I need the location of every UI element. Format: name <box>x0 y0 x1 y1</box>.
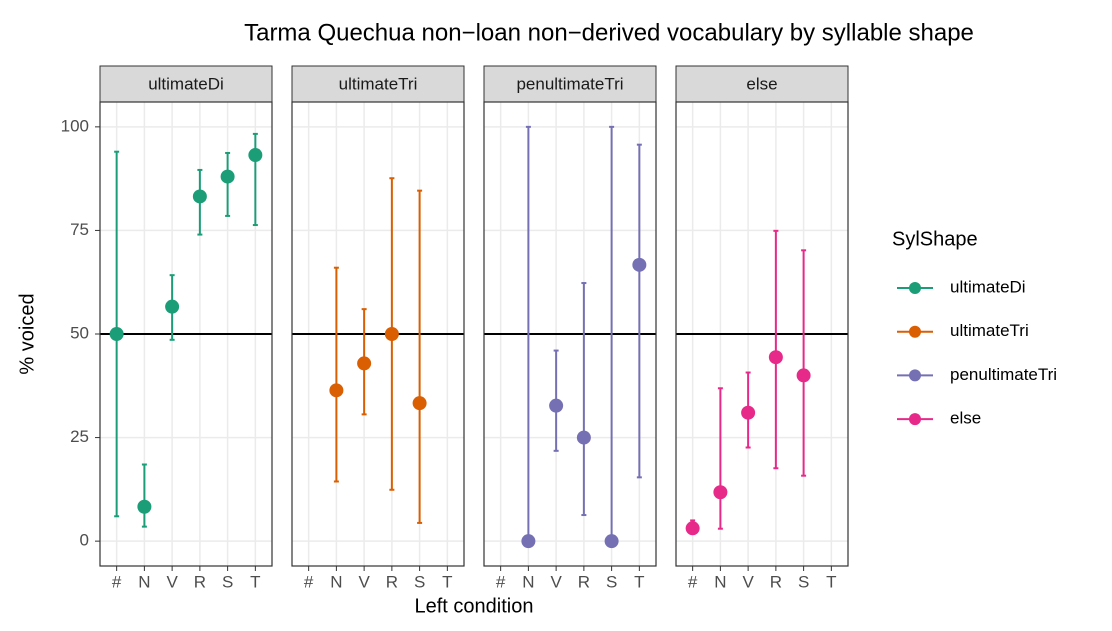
x-tick-label: R <box>386 572 398 591</box>
legend-point <box>909 369 921 382</box>
y-tick-label: 100 <box>61 116 89 135</box>
x-tick-label: V <box>166 572 178 591</box>
point <box>248 148 263 163</box>
x-tick-label: T <box>634 572 644 591</box>
x-tick-label: N <box>330 572 342 591</box>
facet-strip <box>99 65 273 103</box>
legend-point <box>909 413 921 426</box>
point <box>741 405 756 420</box>
point <box>796 368 811 383</box>
point <box>604 534 619 549</box>
facet-label: ultimateDi <box>148 74 224 93</box>
facet-strip <box>675 65 849 103</box>
point <box>549 398 564 413</box>
panel-border <box>675 101 849 567</box>
x-tick-label: R <box>770 572 782 591</box>
x-tick-label: # <box>112 572 122 591</box>
point <box>768 350 783 365</box>
y-tick-label: 25 <box>70 427 89 446</box>
panel-border <box>483 101 657 567</box>
point <box>329 383 344 398</box>
facet-strip <box>291 65 465 103</box>
x-tick-label: R <box>194 572 206 591</box>
x-tick-label: S <box>222 572 233 591</box>
legend-label: ultimateTri <box>950 321 1029 340</box>
legend-title: SylShape <box>892 228 978 250</box>
x-tick-label: # <box>496 572 506 591</box>
x-tick-label: N <box>714 572 726 591</box>
x-tick-label: # <box>688 572 698 591</box>
x-axis-label: Left condition <box>415 595 534 617</box>
legend-point <box>909 325 921 338</box>
facet-label: else <box>746 74 777 93</box>
legend-point <box>909 282 921 294</box>
point <box>713 485 728 500</box>
chart-title: Tarma Quechua non−loan non−derived vocab… <box>244 19 974 46</box>
legend-label: penultimateTri <box>950 365 1057 384</box>
x-tick-label: S <box>798 572 809 591</box>
x-tick-label: T <box>250 572 260 591</box>
point <box>109 327 124 341</box>
x-tick-label: V <box>358 572 370 591</box>
legend-label: else <box>950 409 981 428</box>
x-tick-label: N <box>138 572 150 591</box>
facet-label: ultimateTri <box>339 74 418 93</box>
y-tick-label: 75 <box>70 220 89 239</box>
point <box>137 499 152 514</box>
panel-border <box>291 101 465 567</box>
point <box>220 169 235 184</box>
facet-label: penultimateTri <box>516 74 623 93</box>
facet-strip <box>483 65 657 103</box>
point <box>576 430 591 445</box>
x-tick-label: R <box>578 572 590 591</box>
point <box>384 327 399 341</box>
legend-label: ultimateDi <box>950 277 1026 296</box>
point <box>192 189 207 204</box>
x-tick-label: T <box>826 572 836 591</box>
y-axis-label: % voiced <box>16 293 38 374</box>
y-tick-label: 0 <box>80 531 89 550</box>
point <box>521 534 536 549</box>
point <box>685 521 700 536</box>
x-tick-label: V <box>742 572 754 591</box>
x-tick-label: # <box>304 572 314 591</box>
point <box>357 356 372 371</box>
point <box>165 299 180 314</box>
x-tick-label: V <box>550 572 562 591</box>
x-tick-label: S <box>414 572 425 591</box>
x-tick-label: N <box>522 572 534 591</box>
x-tick-label: S <box>606 572 617 591</box>
x-tick-label: T <box>442 572 452 591</box>
point <box>632 257 647 272</box>
point <box>412 396 427 411</box>
y-tick-label: 50 <box>70 323 89 342</box>
